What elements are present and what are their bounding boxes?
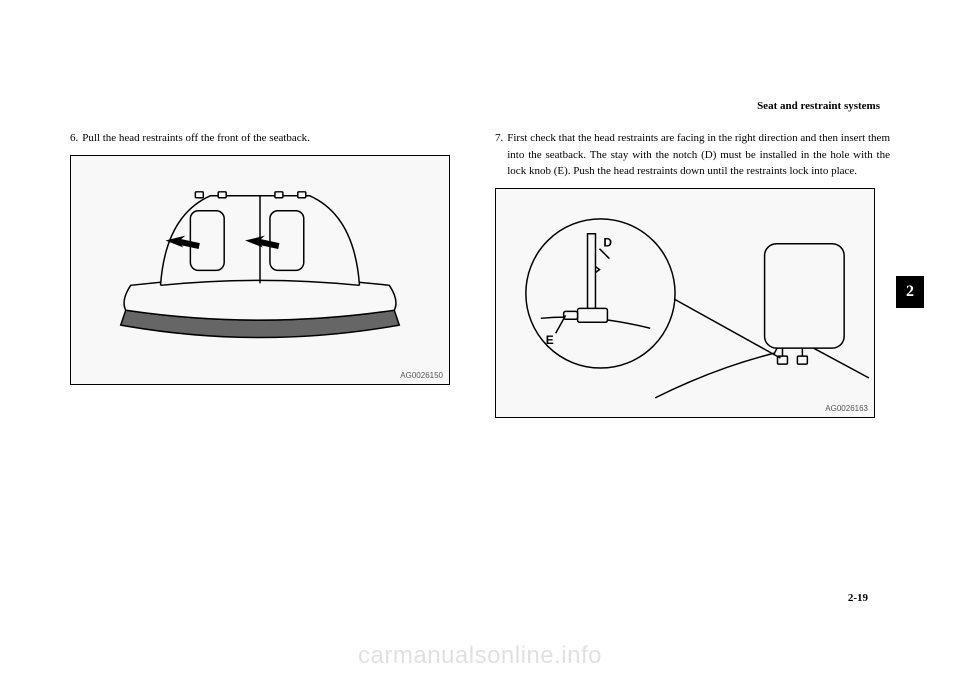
step-7: 7. First check that the head restraints … xyxy=(495,130,890,180)
step-text: Pull the head restraints off the front o… xyxy=(82,130,465,147)
watermark: carmanualsonline.info xyxy=(358,642,602,670)
right-column: 7. First check that the head restraints … xyxy=(495,130,890,418)
step-number: 6. xyxy=(70,130,82,147)
figure-headrest-install-detail: D E AG0026163 xyxy=(495,188,875,419)
section-header: Seat and restraint systems xyxy=(70,100,890,112)
chapter-tab: 2 xyxy=(896,276,924,308)
step-number: 7. xyxy=(495,130,507,180)
figure-id: AG0026150 xyxy=(400,371,443,380)
label-d-svg: D xyxy=(603,235,612,249)
step-text: First check that the head restraints are… xyxy=(507,130,890,180)
left-column: 6. Pull the head restraints off the fron… xyxy=(70,130,465,418)
document-page: Seat and restraint systems 6. Pull the h… xyxy=(70,0,890,418)
page-number: 2-19 xyxy=(848,592,868,604)
figure-id: AG0026163 xyxy=(825,404,868,413)
content-columns: 6. Pull the head restraints off the fron… xyxy=(70,130,890,418)
figure-seat-headrest-removal: AG0026150 xyxy=(70,155,450,386)
label-e-svg: E xyxy=(546,333,554,347)
step-6: 6. Pull the head restraints off the fron… xyxy=(70,130,465,147)
